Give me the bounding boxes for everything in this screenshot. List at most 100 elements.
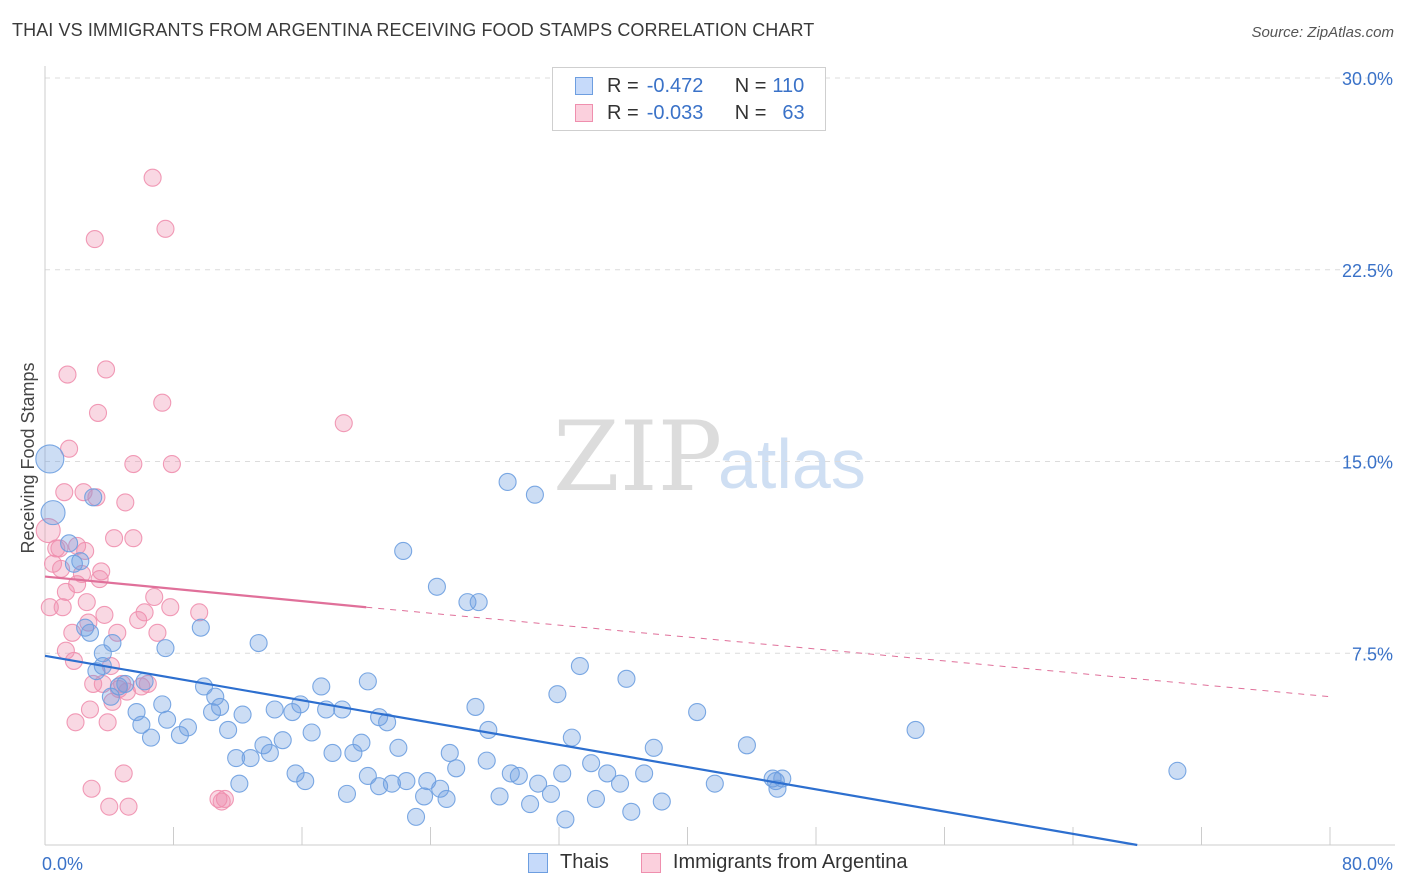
argentina-point bbox=[143, 168, 162, 187]
legend-item-argentina[interactable]: Immigrants from Argentina bbox=[640, 851, 908, 874]
thais-point bbox=[529, 774, 548, 793]
argentina-point bbox=[148, 623, 167, 642]
chart-title: THAI VS IMMIGRANTS FROM ARGENTINA RECEIV… bbox=[12, 20, 815, 40]
thais-point bbox=[286, 764, 305, 783]
thais-point bbox=[158, 710, 177, 729]
thais-point bbox=[302, 723, 321, 742]
legend-label-argentina: Immigrants from Argentina bbox=[672, 851, 908, 873]
thais-point bbox=[358, 672, 377, 691]
argentina-point bbox=[60, 439, 79, 458]
legend-row-thais: R = -0.472 N = 110 bbox=[575, 73, 804, 99]
argentina-point bbox=[90, 570, 109, 589]
argentina-point bbox=[76, 541, 95, 561]
thais-point bbox=[219, 720, 238, 740]
thais-point bbox=[447, 759, 466, 778]
source-label: Source: ZipAtlas.com bbox=[1251, 24, 1394, 41]
x-tick-label: 0.0% bbox=[42, 854, 83, 874]
thais-point bbox=[906, 720, 925, 740]
thais-point bbox=[333, 700, 352, 719]
argentina-point bbox=[50, 539, 69, 558]
trend-lines bbox=[44, 575, 1331, 847]
series-legend: Thais Immigrants from Argentina bbox=[528, 851, 939, 874]
thais-point bbox=[469, 593, 488, 612]
legend-n-value: 63 bbox=[782, 101, 805, 124]
thais-point bbox=[562, 728, 581, 747]
thais-point bbox=[490, 787, 509, 806]
thais-point bbox=[35, 444, 65, 474]
thais-point bbox=[415, 787, 434, 806]
thais-point bbox=[211, 697, 230, 716]
thais-point bbox=[397, 772, 416, 791]
legend-row-argentina: R = -0.033 N = 63 bbox=[575, 100, 805, 126]
argentina-point bbox=[334, 414, 353, 433]
argentina-point bbox=[105, 529, 124, 548]
legend-label-thais: Thais bbox=[560, 851, 609, 873]
thais-point bbox=[509, 766, 528, 786]
thais-point bbox=[156, 639, 175, 658]
thais-point bbox=[479, 720, 498, 740]
thais-point bbox=[498, 472, 517, 492]
thais-point bbox=[644, 738, 663, 757]
thais-point bbox=[652, 792, 671, 811]
watermark-zip: ZIP bbox=[553, 401, 722, 513]
thais-point bbox=[60, 534, 79, 553]
thais-point bbox=[249, 633, 268, 653]
thais-point bbox=[688, 703, 707, 722]
thais-point bbox=[586, 789, 605, 809]
argentina-point bbox=[153, 393, 172, 412]
thais-point bbox=[1168, 761, 1187, 780]
argentina-point bbox=[135, 603, 154, 622]
thais-point bbox=[132, 715, 151, 734]
argentina-point bbox=[161, 598, 180, 617]
thais-point bbox=[617, 669, 636, 688]
legend-n-label: N = bbox=[734, 101, 767, 124]
thais-point bbox=[553, 764, 572, 783]
thais-point bbox=[437, 789, 456, 809]
thais-point bbox=[233, 705, 252, 724]
thais-point bbox=[254, 736, 273, 755]
thais-point bbox=[116, 674, 135, 693]
thais-point bbox=[737, 736, 756, 755]
argentina-point bbox=[88, 403, 108, 422]
argentina-point bbox=[100, 797, 119, 816]
thais-point bbox=[705, 774, 724, 793]
y-axis-title: Receiving Food Stamps bbox=[18, 362, 38, 553]
tick-labels: 7.5% 15.0% 22.5% 30.0% 0.0% 80.0% bbox=[42, 69, 1393, 874]
thais-point bbox=[440, 743, 459, 763]
thais-point bbox=[378, 713, 397, 732]
thais-point bbox=[76, 618, 95, 637]
legend-n-label: N = bbox=[734, 74, 767, 97]
thais-point bbox=[382, 774, 402, 793]
thais-point bbox=[556, 810, 575, 829]
thais-point bbox=[153, 695, 172, 714]
legend-r-value: -0.472 bbox=[646, 74, 704, 97]
thais-point bbox=[548, 685, 567, 704]
argentina-point bbox=[82, 779, 101, 798]
thais-point bbox=[466, 697, 485, 716]
thais-point bbox=[427, 577, 446, 596]
thais-point bbox=[312, 677, 331, 696]
argentina-point bbox=[40, 598, 59, 617]
thais-point bbox=[610, 774, 630, 793]
argentina-point bbox=[66, 713, 85, 732]
legend-item-thais[interactable]: Thais bbox=[528, 851, 609, 874]
thais-point bbox=[323, 743, 342, 763]
thais-point bbox=[241, 749, 260, 768]
thais-point bbox=[296, 772, 315, 791]
thais-point bbox=[260, 743, 279, 763]
argentina-point bbox=[53, 598, 72, 617]
argentina-point bbox=[80, 700, 100, 719]
argentina-point bbox=[55, 483, 74, 502]
argentina-point bbox=[98, 713, 117, 732]
thais-point bbox=[227, 749, 246, 768]
thais-point bbox=[389, 738, 408, 757]
thais-point bbox=[80, 623, 100, 642]
thais-point bbox=[582, 754, 601, 773]
thais-point bbox=[178, 718, 198, 737]
thais-point bbox=[40, 500, 66, 526]
watermark-atlas: atlas bbox=[718, 425, 866, 503]
argentina-point bbox=[215, 789, 234, 809]
legend-n-value: 110 bbox=[772, 74, 805, 97]
thais-point bbox=[622, 802, 641, 821]
